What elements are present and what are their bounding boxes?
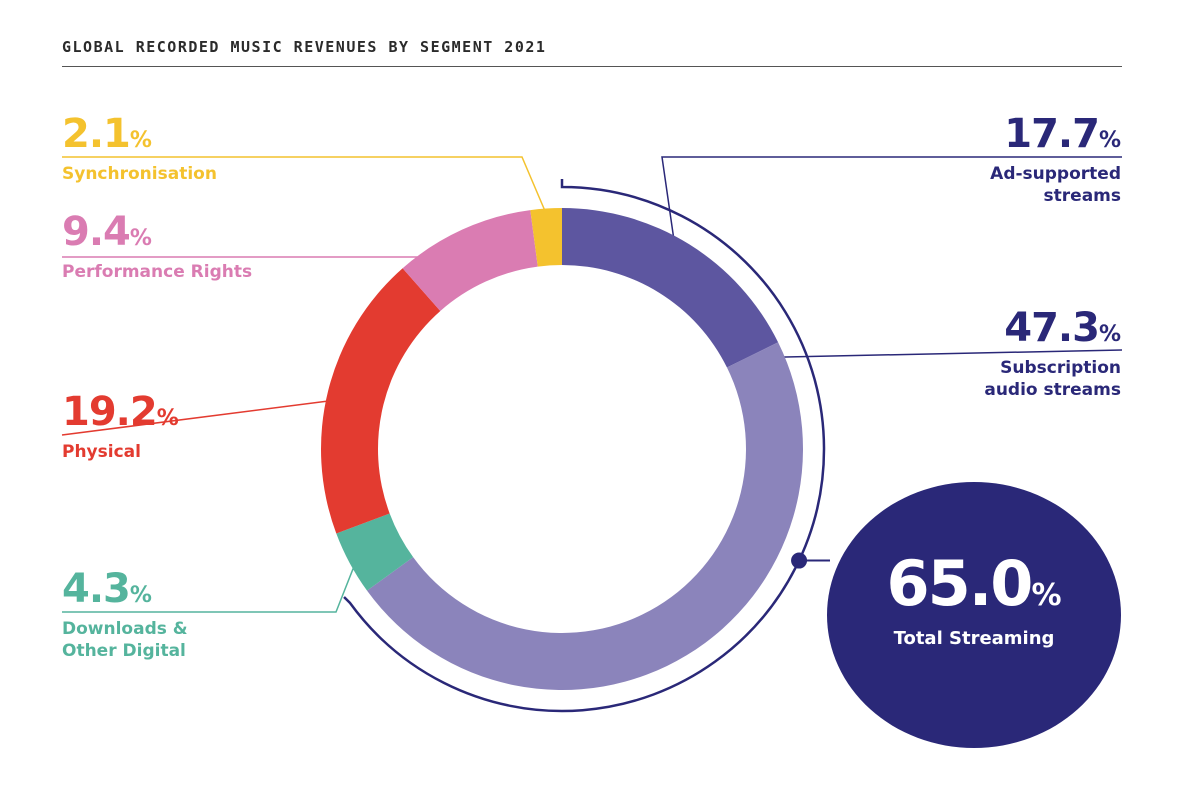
ad-label: Ad-supported streams	[990, 164, 1121, 206]
label-physical: 19.2% Physical	[62, 390, 179, 463]
slice-sync	[530, 208, 562, 267]
physical-label: Physical	[62, 442, 141, 462]
sub-label: Subscription audio streams	[984, 358, 1121, 400]
label-sync: 2.1% Synchronisation	[62, 112, 217, 185]
streaming-bracket	[343, 179, 830, 713]
label-ad: 17.7% Ad-supported streams	[990, 112, 1121, 207]
sync-label: Synchronisation	[62, 164, 217, 184]
donut-slices	[321, 208, 804, 691]
streaming-bracket-arc	[343, 179, 826, 713]
leader-ad	[661, 156, 1122, 264]
leader-sync	[62, 156, 548, 215]
label-downloads: 4.3% Downloads & Other Digital	[62, 567, 188, 662]
chart-title: GLOBAL RECORDED MUSIC REVENUES BY SEGMEN…	[62, 38, 547, 56]
label-sub: 47.3% Subscription audio streams	[984, 306, 1121, 401]
slice-ad	[562, 208, 779, 368]
downloads-value: 4.3%	[62, 566, 152, 612]
total-streaming-value: 65.0%	[886, 547, 1062, 620]
slice-perf	[402, 210, 538, 311]
perf-label: Performance Rights	[62, 262, 253, 282]
streaming-dot	[791, 552, 808, 569]
physical-value: 19.2%	[62, 389, 179, 435]
title-rule	[62, 66, 1122, 67]
downloads-label: Downloads & Other Digital	[62, 619, 188, 661]
slice-phys	[321, 268, 441, 534]
total-streaming-badge: 65.0% Total Streaming	[827, 482, 1121, 748]
slice-sub	[367, 342, 804, 691]
perf-value: 9.4%	[62, 209, 152, 255]
total-streaming-label: Total Streaming	[893, 628, 1055, 649]
leader-lines	[61, 156, 1123, 613]
leader-sub	[773, 349, 1123, 358]
sub-value: 47.3%	[1004, 305, 1121, 351]
label-perf: 9.4% Performance Rights	[62, 210, 252, 283]
ad-value: 17.7%	[1004, 111, 1121, 157]
leader-downloads	[62, 559, 358, 613]
slice-dl	[336, 513, 414, 591]
sync-value: 2.1%	[62, 111, 152, 157]
leader-physical	[61, 396, 356, 436]
